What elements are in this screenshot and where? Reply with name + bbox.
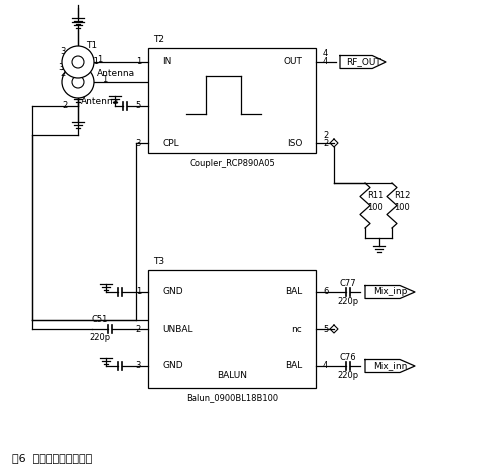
Text: Mix_inn: Mix_inn xyxy=(373,361,407,370)
Text: 5: 5 xyxy=(323,324,328,334)
Text: 220p: 220p xyxy=(337,370,359,379)
Text: T3: T3 xyxy=(153,258,164,266)
Text: Mix_inp: Mix_inp xyxy=(373,288,407,297)
Bar xyxy=(148,48,316,153)
Text: 1: 1 xyxy=(97,55,102,64)
Text: 1: 1 xyxy=(136,57,141,66)
Text: BAL: BAL xyxy=(285,288,302,297)
Text: UNBAL: UNBAL xyxy=(162,324,192,334)
Text: 3: 3 xyxy=(61,47,66,56)
Text: 2: 2 xyxy=(136,324,141,334)
Text: 3: 3 xyxy=(59,63,64,72)
Text: BALUN: BALUN xyxy=(217,371,247,381)
Text: 3: 3 xyxy=(136,139,141,148)
Text: 4: 4 xyxy=(323,49,328,58)
Text: OUT: OUT xyxy=(283,57,302,66)
Text: CPL: CPL xyxy=(162,139,179,148)
Text: 100: 100 xyxy=(394,204,410,212)
Text: IN: IN xyxy=(162,57,172,66)
Text: 2: 2 xyxy=(323,131,328,140)
Text: Balun_0900BL18B100: Balun_0900BL18B100 xyxy=(186,393,278,402)
Text: C77: C77 xyxy=(340,279,356,288)
Text: 220p: 220p xyxy=(337,297,359,306)
Text: T1: T1 xyxy=(86,41,97,50)
Text: Antenna: Antenna xyxy=(97,70,135,78)
Text: R12: R12 xyxy=(394,190,410,199)
Text: 2: 2 xyxy=(61,70,66,78)
Text: 4: 4 xyxy=(323,57,328,66)
Text: GND: GND xyxy=(162,288,183,297)
Text: GND: GND xyxy=(162,361,183,370)
Text: 3: 3 xyxy=(136,361,141,370)
Circle shape xyxy=(72,56,84,68)
Circle shape xyxy=(62,66,94,98)
Text: 6: 6 xyxy=(323,288,329,297)
Text: C51: C51 xyxy=(92,315,108,324)
Text: Antenna: Antenna xyxy=(81,97,119,107)
Text: C76: C76 xyxy=(340,352,356,361)
Circle shape xyxy=(62,46,94,78)
Text: Coupler_RCP890A05: Coupler_RCP890A05 xyxy=(189,158,275,167)
Text: 2: 2 xyxy=(323,139,328,148)
Text: 220p: 220p xyxy=(89,334,110,343)
Text: T2: T2 xyxy=(153,36,164,45)
Text: nc: nc xyxy=(291,324,302,334)
Text: R11: R11 xyxy=(367,190,383,199)
Text: 4: 4 xyxy=(323,361,328,370)
Text: T1: T1 xyxy=(88,57,99,66)
Text: ISO: ISO xyxy=(287,139,302,148)
Text: BAL: BAL xyxy=(285,361,302,370)
Circle shape xyxy=(72,76,84,88)
Text: 2: 2 xyxy=(63,101,68,110)
Text: RF_OUT: RF_OUT xyxy=(346,57,381,66)
Text: 1: 1 xyxy=(102,76,107,85)
Text: 5: 5 xyxy=(136,102,141,110)
Text: 1: 1 xyxy=(136,288,141,297)
Bar xyxy=(148,270,316,388)
Text: 100: 100 xyxy=(367,204,383,212)
Text: 图6  信号隔离及接收电路: 图6 信号隔离及接收电路 xyxy=(12,453,92,463)
